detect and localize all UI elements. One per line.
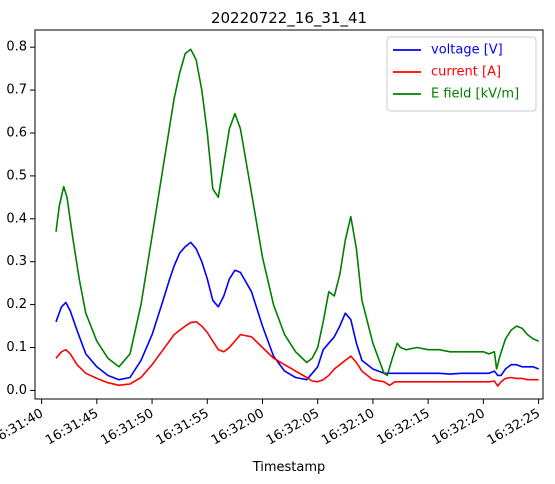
y-tick-label: 0.8 xyxy=(6,40,27,55)
legend-label: current [A] xyxy=(431,65,501,80)
x-tick-label: 16:31:55 xyxy=(154,406,212,448)
x-tick-label: 16:31:45 xyxy=(43,406,101,448)
x-tick-label: 16:32:00 xyxy=(209,406,267,448)
legend-label: voltage [V] xyxy=(431,43,503,58)
legend: voltage [V] current [A] E field [kV/m] xyxy=(386,36,537,112)
x-tick-label: 16:32:05 xyxy=(264,406,322,448)
plot-series-group xyxy=(55,48,539,387)
legend-label: E field [kV/m] xyxy=(431,87,519,102)
y-tick-label: 0.3 xyxy=(6,254,27,269)
series-line-e-field-kv-m xyxy=(55,48,539,377)
chart-title: 20220722_16_31_41 xyxy=(211,9,367,28)
x-tick-label: 16:32:25 xyxy=(485,406,543,448)
x-tick-label: 16:32:20 xyxy=(430,406,488,448)
y-tick-label: 0.5 xyxy=(6,168,27,183)
x-tick-label: 16:32:10 xyxy=(319,406,377,448)
series-line-current-a xyxy=(55,320,539,387)
y-tick-label: 0.1 xyxy=(6,340,27,355)
plot-frame xyxy=(34,29,544,400)
y-tick-label: 0.2 xyxy=(6,297,27,312)
y-tick-label: 0.0 xyxy=(6,383,27,398)
x-tick-label: 16:31:40 xyxy=(0,406,46,448)
x-tick-label: 16:31:50 xyxy=(98,406,156,448)
y-axis: 0.0 0.1 0.2 0.3 0.4 0.5 0.6 0.7 0.8 xyxy=(6,40,35,398)
y-tick-label: 0.7 xyxy=(6,83,27,98)
y-tick-label: 0.4 xyxy=(6,211,27,226)
x-axis-title: Timestamp xyxy=(252,460,326,475)
legend-box xyxy=(386,36,537,112)
x-axis: 16:31:4016:31:4516:31:5016:31:5516:32:00… xyxy=(0,399,543,448)
x-tick-label: 16:32:15 xyxy=(374,406,432,448)
series-line-voltage-v xyxy=(55,241,539,381)
y-tick-label: 0.6 xyxy=(6,125,27,140)
